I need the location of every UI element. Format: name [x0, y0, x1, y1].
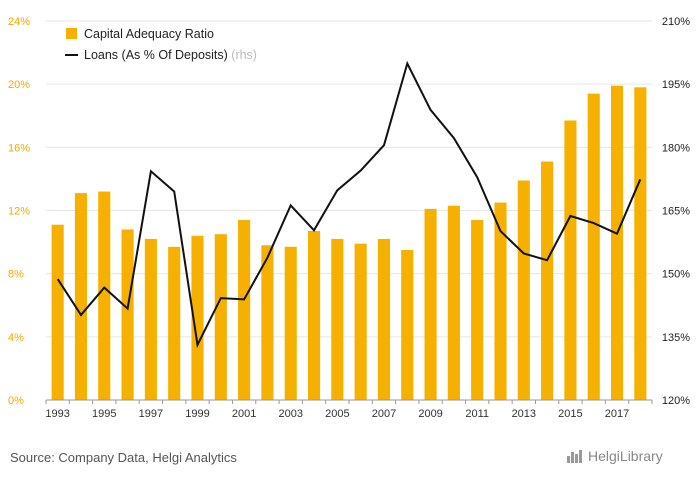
bar-2005	[331, 239, 343, 400]
bar-2006	[355, 244, 367, 400]
x-tick-label: 2009	[418, 408, 442, 420]
y-left-tick-label: 4%	[8, 332, 24, 344]
bar-2018	[634, 87, 646, 400]
source-note: Source: Company Data, Helgi Analytics	[10, 450, 237, 465]
x-tick-label: 1999	[185, 408, 209, 420]
y-left-tick-label: 0%	[8, 395, 24, 407]
x-tick-label: 2013	[512, 408, 536, 420]
bar-2010	[448, 206, 460, 400]
bar-2017	[611, 86, 623, 400]
bar-1993	[52, 225, 64, 400]
y-right-tick-label: 180%	[662, 142, 690, 154]
x-tick-label: 2011	[465, 408, 489, 420]
bar-1996	[122, 229, 134, 400]
bar-2009	[425, 209, 437, 400]
y-left-tick-label: 24%	[8, 16, 30, 28]
legend-label-capital-adequacy: Capital Adequacy Ratio	[84, 27, 214, 41]
bar-1995	[98, 192, 110, 400]
x-tick-label: 2005	[325, 408, 349, 420]
brand-logo: HelgiLibrary	[566, 448, 663, 464]
x-tick-label: 1997	[139, 408, 163, 420]
bar-2007	[378, 239, 390, 400]
bar-1994	[75, 193, 87, 400]
y-right-tick-label: 210%	[662, 16, 690, 28]
bar-2002	[261, 245, 273, 400]
x-tick-label: 2007	[372, 408, 396, 420]
y-right-tick-label: 135%	[662, 332, 690, 344]
legend-swatch-capital-adequacy	[66, 28, 77, 39]
legend: Capital Adequacy Ratio Loans (As % Of Dep…	[65, 27, 257, 62]
y-right-tick-label: 120%	[662, 395, 690, 407]
y-right-tick-label: 150%	[662, 269, 690, 281]
bar-2013	[518, 180, 530, 400]
bar-1997	[145, 239, 157, 400]
y-left-tick-label: 20%	[8, 79, 30, 91]
x-tick-label: 2003	[278, 408, 302, 420]
bar-2001	[238, 220, 250, 400]
brand-name: HelgiLibrary	[588, 448, 663, 464]
x-tick-label: 2001	[232, 408, 256, 420]
bar-2008	[401, 250, 413, 400]
bar-2011	[471, 220, 483, 400]
bar-2014	[541, 162, 553, 400]
gridlines	[46, 21, 652, 400]
bar-2003	[285, 247, 297, 400]
legend-rhs-suffix: (rhs)	[231, 48, 257, 62]
bar-2015	[564, 120, 576, 400]
bar-2000	[215, 234, 227, 400]
x-tick-label: 2017	[605, 408, 629, 420]
x-tick-label: 1995	[92, 408, 116, 420]
bar-2004	[308, 231, 320, 400]
y-right-tick-label: 165%	[662, 206, 690, 218]
legend-label-loans: Loans (As % Of Deposits) (rhs)	[84, 48, 257, 62]
bar-2016	[588, 94, 600, 400]
x-tick-label: 2015	[558, 408, 582, 420]
bar-1998	[168, 247, 180, 400]
y-left-tick-label: 8%	[8, 269, 24, 281]
y-left-tick-label: 16%	[8, 142, 30, 154]
helgi-library-logo-icon	[566, 448, 584, 464]
x-tick-label: 1993	[45, 408, 69, 420]
y-right-tick-label: 195%	[662, 79, 690, 91]
y-left-tick-label: 12%	[8, 206, 30, 218]
